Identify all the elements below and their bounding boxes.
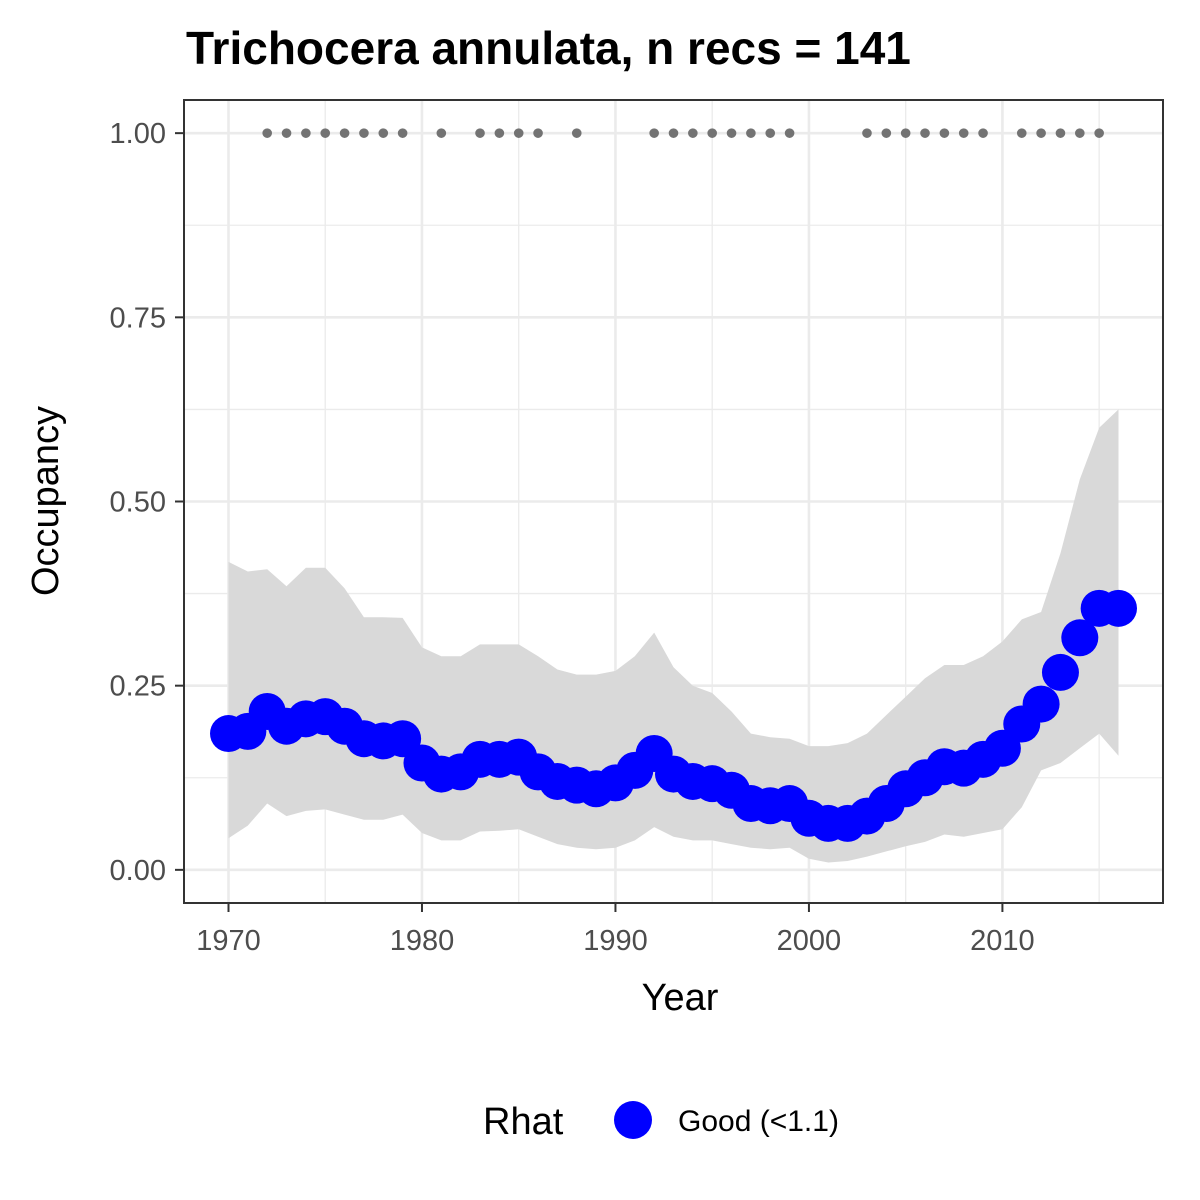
x-tick-label: 2010 [970, 925, 1035, 957]
record-dot [397, 128, 408, 138]
y-axis: 0.00 0.25 0.50 0.75 1.00 [110, 118, 184, 887]
confidence-ribbon-layer [228, 409, 1119, 863]
record-dot [262, 128, 272, 138]
record-dot [900, 128, 911, 138]
record-dot [765, 128, 776, 138]
record-dot [978, 128, 988, 138]
record-dot [281, 128, 292, 138]
record-dot [649, 128, 659, 138]
occupancy-point [1022, 685, 1060, 723]
record-dot [533, 128, 543, 138]
record-dot [339, 128, 350, 138]
legend: Rhat Good (<1.1) [483, 1101, 839, 1143]
record-dot [862, 128, 872, 138]
record-dot [1036, 128, 1046, 138]
record-dot [1055, 128, 1066, 138]
record-dot [920, 128, 930, 138]
confidence-ribbon [228, 409, 1119, 863]
record-dot [784, 128, 795, 138]
record-dot [1094, 128, 1104, 138]
record-dot [746, 128, 756, 138]
occupancy-point [1041, 653, 1079, 691]
occupancy-point [1100, 589, 1137, 627]
x-axis-title: Year [642, 977, 719, 1019]
x-tick-label: 1970 [196, 925, 261, 957]
record-dot [513, 128, 524, 138]
record-dot [320, 128, 331, 138]
record-dot [939, 128, 950, 138]
legend-label-good: Good (<1.1) [678, 1105, 839, 1138]
y-tick-label: 0.25 [110, 671, 166, 703]
record-dot [958, 128, 969, 138]
record-dot [668, 128, 679, 138]
x-tick-label: 1980 [390, 925, 455, 957]
record-dot [301, 128, 311, 138]
legend-title: Rhat [483, 1101, 564, 1143]
record-dot [378, 128, 389, 138]
record-dot [1016, 128, 1027, 138]
x-tick-label: 2000 [777, 925, 842, 957]
record-dot [707, 128, 717, 138]
record-dot [881, 128, 892, 138]
x-axis: 1970 1980 1990 2000 2010 [196, 903, 1035, 957]
chart-title: Trichocera annulata, n recs = 141 [186, 22, 911, 74]
record-dot [1075, 128, 1085, 138]
record-dot [688, 128, 698, 138]
record-dot [494, 128, 505, 138]
y-tick-label: 0.50 [110, 487, 166, 519]
record-dot [436, 128, 447, 138]
occupancy-points-layer [210, 589, 1137, 842]
x-tick-label: 1990 [583, 925, 648, 957]
record-dot [726, 128, 737, 138]
record-dots-layer [262, 128, 1104, 138]
record-dot [359, 128, 369, 138]
y-tick-label: 0.00 [110, 855, 166, 887]
y-tick-label: 1.00 [110, 118, 166, 150]
legend-key-good [614, 1101, 652, 1139]
record-dot [571, 128, 582, 138]
occupancy-point [1061, 619, 1099, 657]
y-axis-title: Occupancy [25, 406, 67, 596]
y-tick-label: 0.75 [110, 302, 166, 334]
record-dot [475, 128, 485, 138]
